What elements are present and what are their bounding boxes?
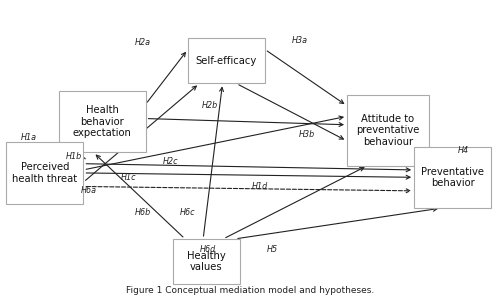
- Text: H6b: H6b: [135, 208, 151, 217]
- Text: Health
behavior
expectation: Health behavior expectation: [72, 105, 132, 138]
- FancyBboxPatch shape: [414, 147, 491, 208]
- Text: H3b: H3b: [299, 130, 316, 139]
- Text: Figure 1 Conceptual mediation model and hypotheses.: Figure 1 Conceptual mediation model and …: [126, 286, 374, 295]
- FancyBboxPatch shape: [188, 38, 265, 83]
- FancyBboxPatch shape: [347, 95, 429, 165]
- FancyBboxPatch shape: [58, 91, 146, 152]
- Text: H6d: H6d: [200, 245, 216, 254]
- Text: Perceived
health threat: Perceived health threat: [12, 162, 78, 184]
- Text: H2a: H2a: [135, 38, 151, 47]
- Text: H3a: H3a: [292, 36, 308, 46]
- Text: H2c: H2c: [162, 157, 178, 166]
- Text: H6a: H6a: [80, 186, 96, 195]
- Text: Healthy
values: Healthy values: [187, 251, 226, 272]
- FancyBboxPatch shape: [6, 142, 84, 204]
- Text: H1a: H1a: [20, 133, 36, 142]
- Text: H1d: H1d: [252, 182, 268, 191]
- Text: H4: H4: [458, 147, 469, 155]
- FancyBboxPatch shape: [173, 239, 240, 284]
- Text: Attitude to
preventative
behaviour: Attitude to preventative behaviour: [356, 114, 420, 147]
- Text: H1b: H1b: [66, 152, 82, 161]
- Text: H1c: H1c: [120, 173, 136, 182]
- Text: Self-efficacy: Self-efficacy: [196, 56, 257, 66]
- Text: H5: H5: [267, 245, 278, 254]
- Text: Preventative
behavior: Preventative behavior: [421, 167, 484, 188]
- Text: H2b: H2b: [202, 101, 218, 110]
- Text: H6c: H6c: [180, 208, 196, 217]
